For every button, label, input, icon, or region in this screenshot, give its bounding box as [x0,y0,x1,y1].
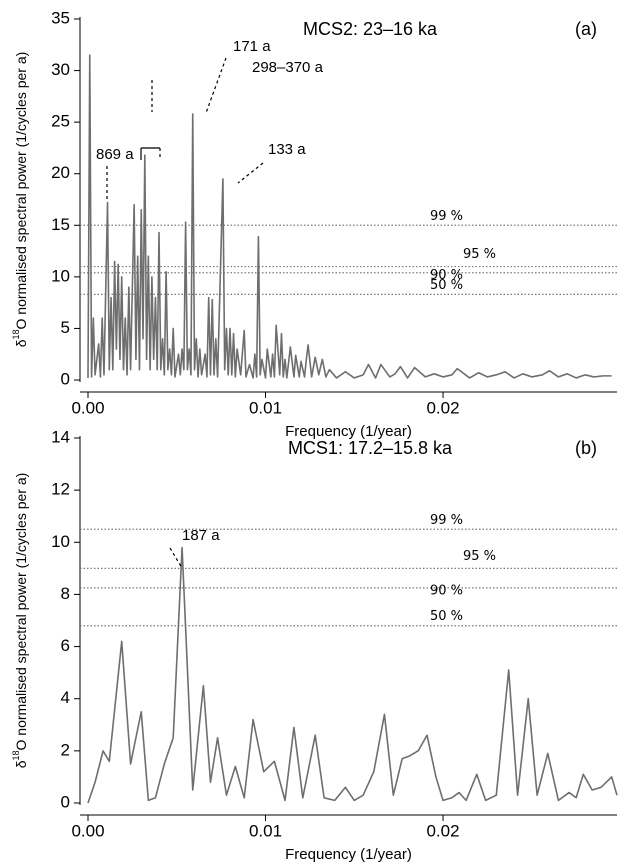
annotation-leader [237,162,264,184]
y-tick-label: 20 [51,163,70,182]
annotation: 187 a [182,527,220,544]
y-label-rest: O normalised spectral power (1/cycles pe… [13,473,29,751]
y-tick-label: 8 [61,584,70,603]
x-axis-label: Frequency (1/year) [285,846,412,863]
significance-label: 95 % [463,247,496,262]
x-tick-label: 0.00 [71,821,104,840]
y-tick-label: 4 [61,688,70,707]
significance-label: 50 % [430,609,463,624]
annotation: 171 a [233,38,271,55]
spectrum-line [87,546,618,804]
x-axis-label: Frequency (1/year) [285,423,412,440]
significance-label: 99 % [430,513,463,528]
annotation-leader [205,57,227,114]
y-tick-label: 15 [51,215,70,234]
y-tick-label: 14 [51,427,70,446]
x-tick-label: 0.02 [426,398,459,417]
y-axis-label: δ18O normalised spectral power (1/cycles… [11,473,28,769]
annotation-leader [169,547,183,569]
y-label-sup: 18 [11,329,21,339]
y-tick-label: 5 [61,318,70,337]
y-tick-label: 25 [51,112,70,131]
x-tick-label: 0.00 [71,398,104,417]
y-tick-label: 0 [61,792,70,811]
y-tick-label: 10 [51,532,70,551]
y-tick-label: 30 [51,60,70,79]
annotation: 133 a [268,141,306,158]
panel-label: (b) [575,438,597,458]
y-tick-label: 0 [61,369,70,388]
panel-label: (a) [575,19,597,39]
significance-label: 95 % [463,549,496,564]
y-axis-label: δ18O normalised spectral power (1/cycles… [11,52,28,348]
annotation: 869 a [96,146,134,163]
significance-label: 99 % [430,209,463,224]
x-tick-label: 0.01 [249,821,282,840]
significance-label: 50 % [430,278,463,293]
y-tick-label: 2 [61,740,70,759]
y-label-sup: 18 [11,750,21,760]
x-tick-label: 0.01 [249,398,282,417]
significance-label: 90 % [430,268,463,283]
y-tick-label: 6 [61,636,70,655]
y-label-rest: O normalised spectral power (1/cycles pe… [13,52,29,330]
y-label-prefix: δ [13,339,29,347]
y-tick-label: 10 [51,266,70,285]
chart-title: MCS1: 17.2–15.8 ka [288,438,453,458]
spectrum-line [87,54,612,379]
y-tick-label: 35 [51,8,70,27]
y-tick-label: 12 [51,480,70,499]
chart-title: MCS2: 23–16 ka [303,19,438,39]
y-label-prefix: δ [13,760,29,768]
annotation: 298–370 a [252,59,324,76]
significance-label: 90 % [430,583,463,598]
x-tick-label: 0.02 [426,821,459,840]
